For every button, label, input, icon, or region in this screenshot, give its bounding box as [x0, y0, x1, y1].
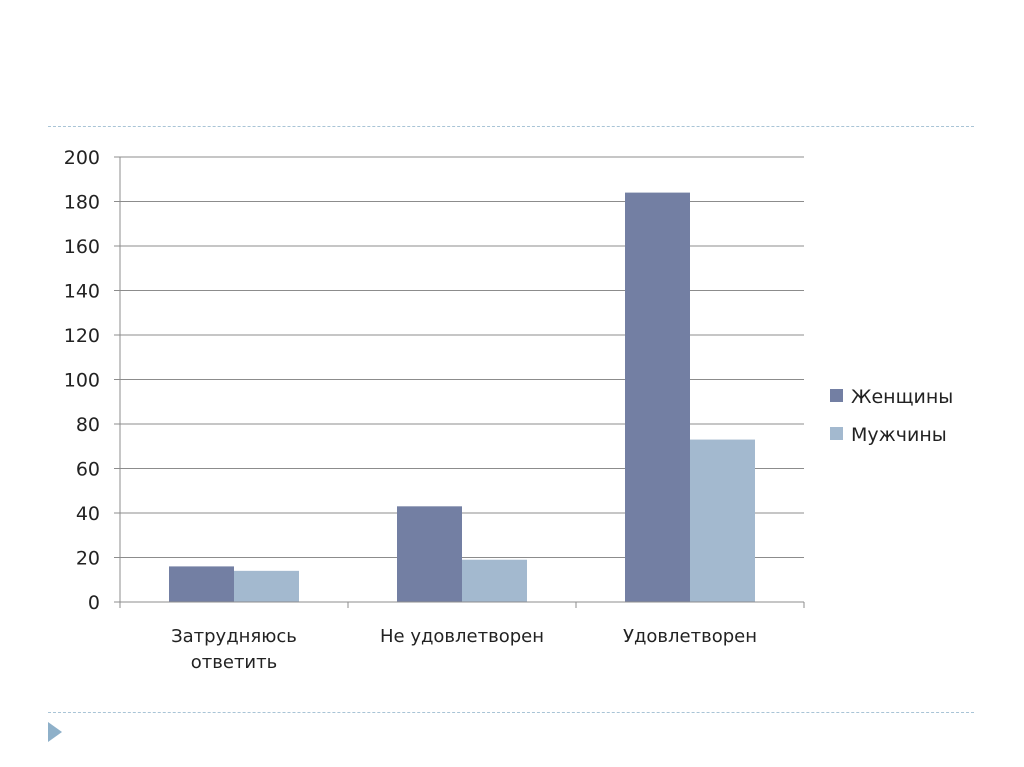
legend-label-0: Женщины — [851, 386, 953, 408]
y-tick-label: 100 — [64, 370, 100, 392]
legend-label-1: Мужчины — [851, 424, 947, 446]
y-tick-label: 20 — [76, 548, 100, 570]
bar-men-2 — [690, 439, 755, 602]
slide-nav-arrow-icon[interactable] — [48, 722, 62, 742]
y-axis-tick-labels: 0 20 40 60 80 100 120 140 160 180 200 — [64, 147, 100, 614]
x-category-label-line: Удовлетворен — [623, 626, 757, 647]
y-tick-label: 200 — [64, 147, 100, 169]
legend-swatch-0 — [830, 389, 843, 402]
y-tick-label: 180 — [64, 192, 100, 214]
y-tick-label: 80 — [76, 414, 100, 436]
y-tick-label: 40 — [76, 503, 100, 525]
y-tick-label: 60 — [76, 459, 100, 481]
x-category-label: Не удовлетворен — [380, 626, 544, 647]
y-tick-label: 160 — [64, 236, 100, 258]
slide-bottom-divider — [48, 712, 974, 713]
x-category-label-line: Затрудняюсь — [171, 626, 297, 647]
bar-women-0 — [169, 566, 234, 602]
axes — [114, 156, 805, 608]
x-category-label-line: ответить — [191, 652, 277, 673]
x-category-label: Удовлетворен — [623, 626, 757, 647]
bar-men-0 — [234, 570, 299, 602]
y-tick-label: 0 — [88, 592, 100, 614]
x-category-label: Затрудняюсь ответить — [171, 626, 297, 673]
bar-men-1 — [462, 559, 527, 602]
x-category-label-line: Не удовлетворен — [380, 626, 544, 647]
legend: Женщины Мужчины — [830, 386, 953, 446]
y-tick-label: 140 — [64, 281, 100, 303]
bar-women-1 — [397, 506, 462, 602]
legend-swatch-1 — [830, 427, 843, 440]
y-tick-label: 120 — [64, 325, 100, 347]
bar-women-2 — [625, 192, 690, 602]
x-axis-category-labels: Затрудняюсь ответить Не удовлетворен Удовле… — [171, 626, 757, 673]
bars — [169, 192, 755, 602]
slide-top-divider — [48, 126, 974, 127]
